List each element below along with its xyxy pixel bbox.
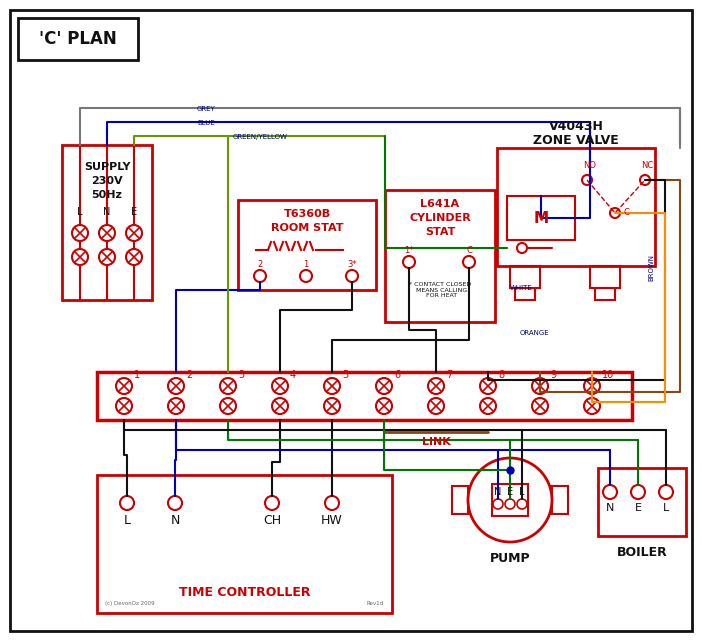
Text: N: N <box>171 515 180 528</box>
Text: L641A: L641A <box>420 199 460 209</box>
Text: L: L <box>77 207 83 217</box>
Text: PUMP: PUMP <box>490 551 530 565</box>
Text: ZONE VALVE: ZONE VALVE <box>533 133 619 147</box>
Text: BOILER: BOILER <box>616 545 668 558</box>
Text: LINK: LINK <box>422 437 451 447</box>
Text: SUPPLY: SUPPLY <box>84 162 131 172</box>
Text: 50Hz: 50Hz <box>91 190 122 200</box>
Text: CYLINDER: CYLINDER <box>409 213 471 223</box>
Text: STAT: STAT <box>425 227 455 237</box>
Text: 6: 6 <box>394 370 400 380</box>
Text: 5: 5 <box>342 370 348 380</box>
Text: M: M <box>534 210 548 226</box>
Text: BLUE: BLUE <box>197 120 215 126</box>
Text: L: L <box>124 515 131 528</box>
Text: Rev1d: Rev1d <box>367 601 384 606</box>
Text: N: N <box>606 503 614 513</box>
Text: E: E <box>635 503 642 513</box>
Text: 3*: 3* <box>347 260 357 269</box>
Text: 3: 3 <box>238 370 244 380</box>
Text: 'C' PLAN: 'C' PLAN <box>39 30 117 48</box>
Text: ROOM STAT: ROOM STAT <box>271 223 343 233</box>
Text: NC: NC <box>641 161 654 170</box>
Text: 2: 2 <box>186 370 192 380</box>
Text: BROWN: BROWN <box>648 254 654 281</box>
Text: HW: HW <box>321 515 343 528</box>
Text: 230V: 230V <box>91 176 123 186</box>
Text: 1: 1 <box>303 260 309 269</box>
Text: L: L <box>519 487 525 497</box>
Text: 1: 1 <box>134 370 140 380</box>
Text: N: N <box>494 487 502 497</box>
Text: GREY: GREY <box>197 106 216 112</box>
Text: N: N <box>103 207 111 217</box>
Text: (c) DevonOz 2009: (c) DevonOz 2009 <box>105 601 154 606</box>
Text: 8: 8 <box>498 370 504 380</box>
Text: * CONTACT CLOSED
  MEANS CALLING
  FOR HEAT: * CONTACT CLOSED MEANS CALLING FOR HEAT <box>409 281 471 298</box>
Text: GREEN/YELLOW: GREEN/YELLOW <box>233 134 288 140</box>
Text: 10: 10 <box>602 370 614 380</box>
Text: 2: 2 <box>258 260 263 269</box>
Text: C: C <box>466 246 472 254</box>
Text: 7: 7 <box>446 370 452 380</box>
Text: TIME CONTROLLER: TIME CONTROLLER <box>179 587 310 599</box>
Text: CH: CH <box>263 515 281 528</box>
Text: NO: NO <box>583 161 596 170</box>
Text: E: E <box>507 487 513 497</box>
Text: 9: 9 <box>550 370 556 380</box>
Text: 4: 4 <box>290 370 296 380</box>
Text: WHITE: WHITE <box>510 285 533 291</box>
Text: ORANGE: ORANGE <box>520 330 550 336</box>
Text: C: C <box>623 208 629 217</box>
Text: V4043H: V4043H <box>548 119 604 133</box>
Text: L: L <box>663 503 669 513</box>
Text: E: E <box>131 207 137 217</box>
Text: T6360B: T6360B <box>284 209 331 219</box>
Text: 1*: 1* <box>404 246 413 254</box>
